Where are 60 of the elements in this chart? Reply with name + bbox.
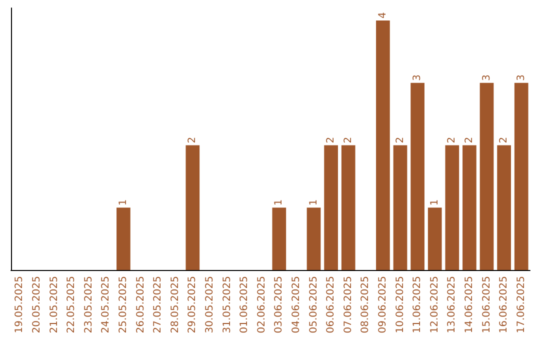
bar [497, 145, 511, 270]
x-tick-label: 01.06.2025 [239, 276, 250, 334]
x-tick-label: 24.05.2025 [100, 276, 112, 334]
bar [445, 145, 460, 270]
x-tick-label: 26.05.2025 [135, 276, 146, 334]
x-tick-label: 21.05.2025 [48, 276, 60, 334]
data-label: 1 [274, 199, 285, 206]
x-tick-label: 23.05.2025 [83, 276, 94, 334]
x-tick-label: 20.05.2025 [31, 276, 42, 334]
x-tick-label: 29.05.2025 [187, 276, 198, 334]
x-tick-label: 04.06.2025 [290, 276, 302, 334]
data-label: 3 [516, 74, 527, 81]
bar [393, 145, 408, 270]
x-tick-label: 02.06.2025 [256, 276, 268, 334]
x-tick-label: 22.05.2025 [66, 276, 78, 334]
x-tick-label: 17.06.2025 [516, 276, 527, 334]
x-tick-label: 13.06.2025 [446, 276, 458, 334]
x-tick-label: 28.05.2025 [170, 276, 181, 334]
bar [306, 208, 321, 270]
bar [514, 82, 528, 270]
bar [186, 145, 200, 270]
x-tick-label: 31.05.2025 [222, 276, 233, 334]
x-tick-label: 16.06.2025 [498, 276, 510, 334]
data-label: 2 [394, 136, 406, 144]
bar [341, 145, 356, 270]
x-tick-label: 08.06.2025 [360, 276, 372, 334]
x-tick-label: 30.05.2025 [204, 276, 216, 334]
bar [428, 208, 442, 270]
bar [376, 20, 390, 270]
data-label: 2 [342, 136, 354, 144]
x-tick-label: 12.06.2025 [429, 276, 440, 334]
x-tick-label: 09.06.2025 [377, 276, 388, 334]
x-tick-label: 06.06.2025 [326, 276, 337, 334]
data-label: 2 [187, 136, 198, 144]
data-label: 2 [464, 136, 475, 144]
x-tick-label: 03.06.2025 [274, 276, 285, 334]
data-label: 2 [446, 136, 458, 144]
data-label: 2 [326, 136, 337, 144]
data-label: 3 [481, 74, 492, 81]
data-label: 1 [429, 199, 440, 206]
x-tick-label: 27.05.2025 [152, 276, 164, 334]
data-label: 3 [412, 74, 424, 81]
x-tick-label: 07.06.2025 [342, 276, 354, 334]
data-label: 4 [377, 12, 388, 18]
bar [480, 82, 494, 270]
bar [324, 145, 338, 270]
x-tick-label: 25.05.2025 [118, 276, 129, 334]
x-tick-label: 15.06.2025 [481, 276, 492, 334]
bar [272, 208, 286, 270]
bar [116, 208, 130, 270]
x-tick-label: 05.06.2025 [308, 276, 320, 334]
x-tick-label: 10.06.2025 [394, 276, 406, 334]
bar [462, 145, 476, 270]
data-label: 2 [498, 136, 510, 144]
x-tick-label: 14.06.2025 [464, 276, 475, 334]
bar [410, 82, 424, 270]
data-label: 1 [308, 199, 320, 206]
data-label: 1 [118, 199, 129, 206]
x-tick-label: 19.05.2025 [14, 276, 26, 334]
x-tick-label: 11.06.2025 [412, 276, 424, 334]
